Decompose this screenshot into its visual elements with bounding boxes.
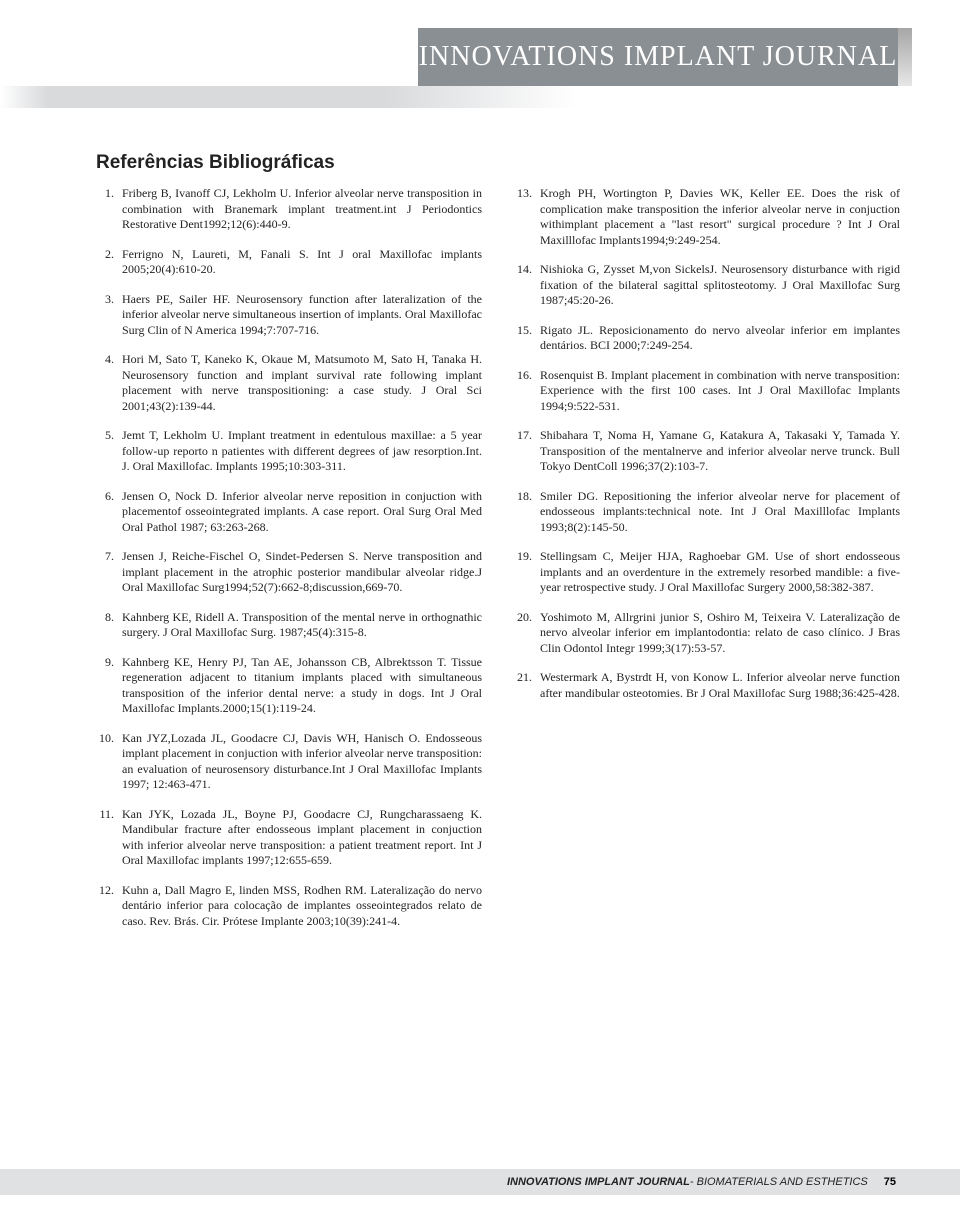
reference-number: 2. bbox=[96, 247, 114, 278]
reference-text: Smiler DG. Repositioning the inferior al… bbox=[540, 489, 900, 536]
reference-number: 9. bbox=[96, 655, 114, 717]
page-footer: INNOVATIONS IMPLANT JOURNAL - BIOMATERIA… bbox=[0, 1169, 960, 1195]
reference-item: 7.Jensen J, Reiche-Fischel O, Sindet-Ped… bbox=[96, 549, 482, 596]
reference-number: 1. bbox=[96, 186, 114, 233]
section-title: Referências Bibliográficas bbox=[96, 152, 900, 174]
reference-columns: 1.Friberg B, Ivanoff CJ, Lekholm U. Infe… bbox=[96, 186, 900, 731]
reference-item: 11. Kan JYK, Lozada JL, Boyne PJ, Goodacr… bbox=[96, 807, 482, 869]
reference-number: 3. bbox=[96, 292, 114, 339]
reference-number: 6. bbox=[96, 489, 114, 536]
reference-number: 19. bbox=[514, 549, 532, 596]
reference-item: 12. Kuhn a, Dall Magro E, linden MSS, Rod… bbox=[96, 883, 482, 930]
reference-text: Krogh PH, Wortington P, Davies WK, Kelle… bbox=[540, 186, 900, 248]
reference-item: 2. Ferrigno N, Laureti, M, Fanali S. Int … bbox=[96, 247, 482, 278]
reference-number: 4. bbox=[96, 352, 114, 414]
reference-text: Jemt T, Lekholm U. Implant treatment in … bbox=[122, 428, 482, 475]
reference-number: 13. bbox=[514, 186, 532, 248]
reference-item: 19. Stellingsam C, Meijer HJA, Raghoebar … bbox=[514, 549, 900, 596]
reference-text: Jensen J, Reiche-Fischel O, Sindet-Peder… bbox=[122, 549, 482, 596]
reference-item: 16. Rosenquist B. Implant placement in co… bbox=[514, 368, 900, 415]
reference-item: 5.Jemt T, Lekholm U. Implant treatment i… bbox=[96, 428, 482, 475]
reference-text: Friberg B, Ivanoff CJ, Lekholm U. Inferi… bbox=[122, 186, 482, 233]
journal-title: INNOVATIONS IMPLANT JOURNAL bbox=[419, 41, 898, 73]
reference-number: 5. bbox=[96, 428, 114, 475]
reference-column-left: 1.Friberg B, Ivanoff CJ, Lekholm U. Infe… bbox=[96, 186, 482, 731]
journal-header-banner: INNOVATIONS IMPLANT JOURNAL bbox=[418, 28, 898, 86]
page-content: Referências Bibliográficas 1.Friberg B, … bbox=[96, 152, 900, 943]
reference-text: Kan JYZ,Lozada JL, Goodacre CJ, Davis WH… bbox=[122, 731, 482, 793]
reference-number: 8. bbox=[96, 610, 114, 641]
reference-item: 8. Kahnberg KE, Ridell A. Transposition o… bbox=[96, 610, 482, 641]
reference-number: 14. bbox=[514, 262, 532, 309]
reference-item: 1.Friberg B, Ivanoff CJ, Lekholm U. Infe… bbox=[96, 186, 482, 233]
reference-number: 10. bbox=[96, 731, 114, 793]
reference-number: 16. bbox=[514, 368, 532, 415]
reference-text: Kahnberg KE, Henry PJ, Tan AE, Johansson… bbox=[122, 655, 482, 717]
reference-text: Westermark A, Bystrdt H, von Konow L. In… bbox=[540, 670, 900, 701]
reference-number: 18. bbox=[514, 489, 532, 536]
reference-number: 12. bbox=[96, 883, 114, 930]
reference-column-right: 13. Krogh PH, Wortington P, Davies WK, Ke… bbox=[514, 186, 900, 731]
footer-journal-name: INNOVATIONS IMPLANT JOURNAL bbox=[507, 1176, 690, 1188]
reference-text: Shibahara T, Noma H, Yamane G, Katakura … bbox=[540, 428, 900, 475]
reference-text: Rigato JL. Reposicionamento do nervo alv… bbox=[540, 323, 900, 354]
reference-item: 14. Nishioka G, Zysset M,von SickelsJ. Ne… bbox=[514, 262, 900, 309]
reference-text: Nishioka G, Zysset M,von SickelsJ. Neuro… bbox=[540, 262, 900, 309]
reference-item: 13. Krogh PH, Wortington P, Davies WK, Ke… bbox=[514, 186, 900, 248]
reference-number: 20. bbox=[514, 610, 532, 657]
reference-number: 7. bbox=[96, 549, 114, 596]
header-gradient-bar bbox=[0, 86, 960, 108]
reference-item: 4.Hori M, Sato T, Kaneko K, Okaue M, Mat… bbox=[96, 352, 482, 414]
reference-item: 15. Rigato JL. Reposicionamento do nervo … bbox=[514, 323, 900, 354]
reference-text: Kan JYK, Lozada JL, Boyne PJ, Goodacre C… bbox=[122, 807, 482, 869]
reference-item: 20. Yoshimoto M, Allrgrini junior S, Oshi… bbox=[514, 610, 900, 657]
reference-number: 15. bbox=[514, 323, 532, 354]
reference-item: 17. Shibahara T, Noma H, Yamane G, Kataku… bbox=[514, 428, 900, 475]
reference-text: Haers PE, Sailer HF. Neurosensory functi… bbox=[122, 292, 482, 339]
reference-text: Yoshimoto M, Allrgrini junior S, Oshiro … bbox=[540, 610, 900, 657]
reference-item: 3.Haers PE, Sailer HF. Neurosensory func… bbox=[96, 292, 482, 339]
reference-text: Jensen O, Nock D. Inferior alveolar nerv… bbox=[122, 489, 482, 536]
reference-number: 11. bbox=[96, 807, 114, 869]
reference-number: 17. bbox=[514, 428, 532, 475]
reference-text: Kuhn a, Dall Magro E, linden MSS, Rodhen… bbox=[122, 883, 482, 930]
page-number: 75 bbox=[884, 1176, 896, 1188]
reference-text: Kahnberg KE, Ridell A. Transposition of … bbox=[122, 610, 482, 641]
reference-text: Ferrigno N, Laureti, M, Fanali S. Int J … bbox=[122, 247, 482, 278]
reference-number: 21. bbox=[514, 670, 532, 701]
reference-item: 10. Kan JYZ,Lozada JL, Goodacre CJ, Davis… bbox=[96, 731, 482, 793]
reference-text: Hori M, Sato T, Kaneko K, Okaue M, Matsu… bbox=[122, 352, 482, 414]
reference-item: 18. Smiler DG. Repositioning the inferior… bbox=[514, 489, 900, 536]
reference-text: Stellingsam C, Meijer HJA, Raghoebar GM.… bbox=[540, 549, 900, 596]
reference-column-bottom: 10. Kan JYZ,Lozada JL, Goodacre CJ, Davis… bbox=[96, 731, 900, 930]
reference-text: Rosenquist B. Implant placement in combi… bbox=[540, 368, 900, 415]
footer-subtitle: - BIOMATERIALS AND ESTHETICS bbox=[690, 1176, 868, 1188]
reference-item: 9.Kahnberg KE, Henry PJ, Tan AE, Johanss… bbox=[96, 655, 482, 717]
reference-item: 6.Jensen O, Nock D. Inferior alveolar ne… bbox=[96, 489, 482, 536]
reference-item: 21. Westermark A, Bystrdt H, von Konow L.… bbox=[514, 670, 900, 701]
